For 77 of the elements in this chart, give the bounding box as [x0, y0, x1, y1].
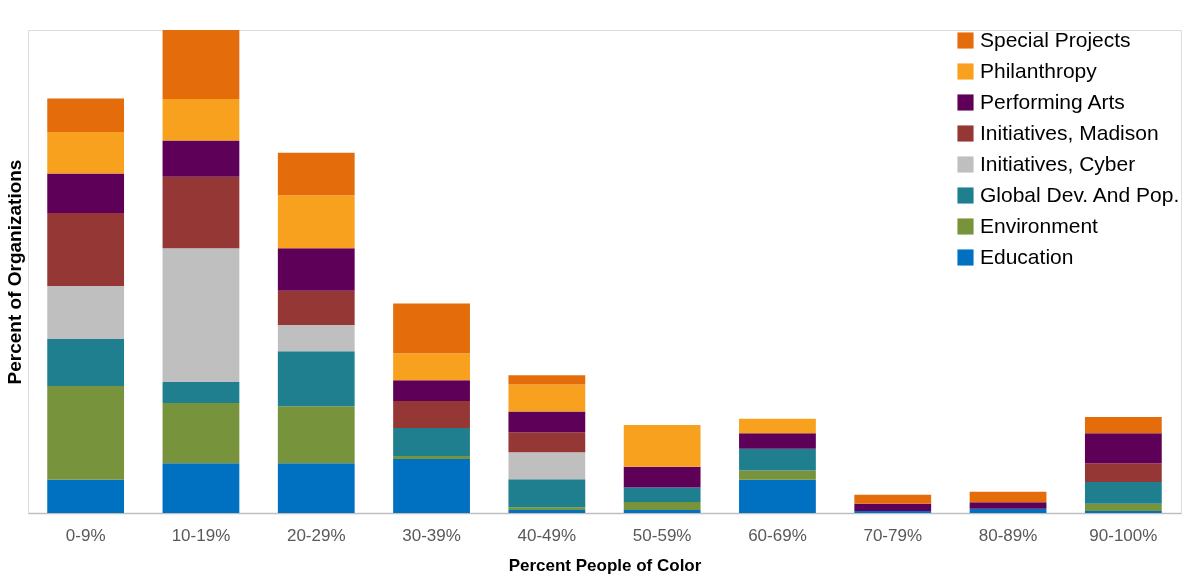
x-tick-label: 20-29%: [286, 525, 346, 545]
bar: [508, 432, 586, 453]
bar: [854, 494, 932, 504]
bar: [969, 502, 1047, 509]
bar: [393, 303, 470, 354]
x-tick-label: 60-69%: [748, 525, 807, 545]
x-tick-label: 30-39%: [402, 525, 461, 545]
bar: [1084, 416, 1162, 434]
bar: [739, 448, 816, 471]
bar: [739, 418, 816, 434]
bar: [162, 140, 240, 177]
x-tick-label: 0-9%: [65, 525, 106, 545]
bar: [854, 503, 932, 512]
bar: [47, 385, 125, 480]
bar: [277, 463, 355, 513]
bar: [1084, 433, 1162, 464]
bar: [1084, 503, 1162, 512]
bar: [277, 325, 355, 352]
bar: [162, 463, 240, 513]
bar: [623, 487, 701, 502]
bar: [623, 466, 701, 488]
bar: [739, 479, 816, 513]
bar: [1084, 463, 1162, 483]
y-axis-title: Percent of Organizations: [3, 159, 25, 385]
bar: [393, 380, 470, 401]
x-tick-label: 70-79%: [863, 525, 923, 545]
x-tick-label: 40-49%: [517, 525, 577, 545]
bar: [393, 458, 470, 513]
legend-label: Initiatives, Madison: [980, 120, 1159, 144]
legend-label: Initiatives, Cyber: [980, 151, 1136, 175]
bar: [162, 99, 240, 141]
x-tick-label: 80-89%: [978, 525, 1038, 545]
x-tick-label: 50-59%: [632, 525, 692, 545]
bar: [969, 508, 1047, 513]
bar: [623, 510, 701, 513]
bar: [47, 131, 125, 174]
bar: [277, 195, 355, 249]
legend-label: Global Dev. And Pop.: [980, 182, 1180, 206]
legend-label: Education: [980, 244, 1074, 268]
x-axis-title: Percent People of Color: [508, 555, 702, 575]
bar: [508, 411, 586, 433]
legend-label: Special Projects: [980, 27, 1131, 51]
bar: [623, 501, 701, 511]
bar: [508, 384, 586, 412]
bar: [162, 248, 240, 383]
bar: [739, 433, 816, 449]
bar: [508, 479, 586, 508]
x-tick-label: 10-19%: [171, 525, 231, 545]
bar: [277, 248, 355, 291]
legend-label: Philanthropy: [980, 58, 1098, 82]
legend-label: Environment: [980, 213, 1099, 237]
bar: [739, 470, 816, 480]
bar: [47, 479, 125, 513]
bar: [393, 427, 470, 457]
bar: [277, 152, 355, 196]
bar: [277, 406, 355, 464]
bar: [393, 456, 470, 459]
bar: [47, 285, 125, 340]
bar: [162, 382, 240, 403]
bar: [47, 339, 125, 386]
bar: [277, 351, 355, 407]
legend-label: Performing Arts: [980, 89, 1125, 113]
bar: [162, 30, 240, 100]
bar: [277, 290, 355, 326]
x-tick-label: 90-100%: [1089, 525, 1158, 545]
bar: [162, 176, 240, 249]
bar: [508, 452, 586, 480]
bar: [969, 491, 1047, 503]
bar: [1084, 482, 1162, 504]
bar: [47, 98, 125, 132]
bar: [47, 213, 125, 286]
bar: [393, 353, 470, 381]
bar: [623, 425, 701, 467]
bar: [47, 173, 125, 214]
bar: [393, 400, 470, 428]
bar: [162, 402, 240, 464]
bar: [508, 375, 586, 385]
